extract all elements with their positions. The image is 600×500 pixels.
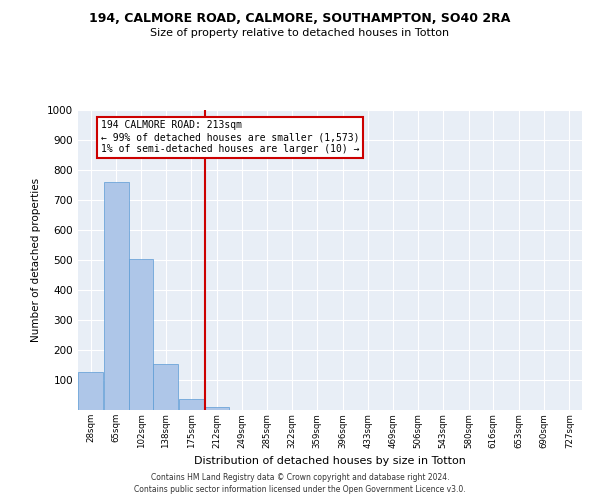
Bar [204, 407, 229, 410]
Text: Contains HM Land Registry data © Crown copyright and database right 2024.: Contains HM Land Registry data © Crown c… [151, 472, 449, 482]
Text: Size of property relative to detached houses in Totton: Size of property relative to detached ho… [151, 28, 449, 38]
X-axis label: Distribution of detached houses by size in Totton: Distribution of detached houses by size … [194, 456, 466, 466]
Text: 194, CALMORE ROAD, CALMORE, SOUTHAMPTON, SO40 2RA: 194, CALMORE ROAD, CALMORE, SOUTHAMPTON,… [89, 12, 511, 26]
Bar [129, 258, 153, 410]
Y-axis label: Number of detached properties: Number of detached properties [31, 178, 41, 342]
Bar [154, 364, 178, 410]
Bar [104, 182, 128, 410]
Bar [78, 372, 103, 410]
Text: 194 CALMORE ROAD: 213sqm
← 99% of detached houses are smaller (1,573)
1% of semi: 194 CALMORE ROAD: 213sqm ← 99% of detach… [101, 120, 359, 154]
Text: Contains public sector information licensed under the Open Government Licence v3: Contains public sector information licen… [134, 485, 466, 494]
Bar [179, 398, 204, 410]
